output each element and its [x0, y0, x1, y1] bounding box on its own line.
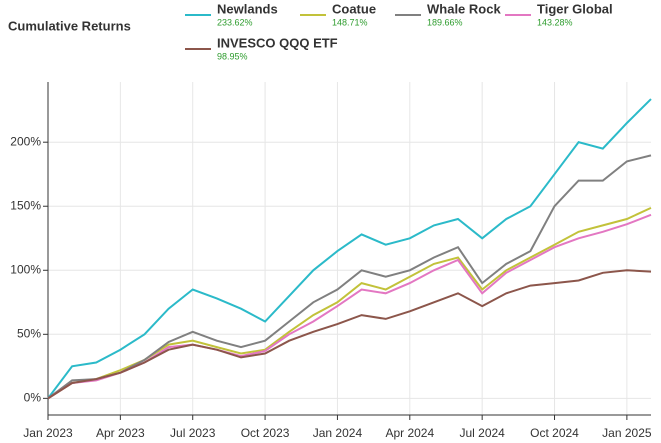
- y-tick-label: 150%: [10, 198, 41, 212]
- x-tick-label: Jan 2023: [23, 426, 73, 440]
- legend-value: 143.28%: [537, 17, 573, 27]
- legend-label: Whale Rock: [427, 1, 501, 16]
- x-tick-label: Oct 2024: [530, 426, 579, 440]
- x-tick-label: Jan 2024: [313, 426, 363, 440]
- y-tick-label: 200%: [10, 134, 41, 148]
- x-tick-label: Apr 2023: [96, 426, 145, 440]
- series-line: [47, 98, 652, 400]
- x-tick-label: Apr 2024: [385, 426, 434, 440]
- y-tick-label: 0%: [24, 391, 42, 405]
- series-line: [47, 154, 652, 400]
- legend-label: Tiger Global: [537, 1, 613, 16]
- series-line: [47, 269, 652, 400]
- legend-value: 148.71%: [332, 17, 368, 27]
- series-line: [47, 206, 652, 400]
- y-tick-label: 50%: [17, 326, 41, 340]
- legend-value: 233.62%: [217, 17, 253, 27]
- x-tick-label: Jan 2025: [602, 426, 652, 440]
- legend-label: Newlands: [217, 1, 278, 16]
- legend-value: 189.66%: [427, 17, 463, 27]
- x-tick-label: Oct 2023: [241, 426, 290, 440]
- x-tick-label: Jul 2023: [170, 426, 216, 440]
- legend-label: INVESCO QQQ ETF: [217, 35, 338, 50]
- x-tick-label: Jul 2024: [459, 426, 505, 440]
- legend-label: Coatue: [332, 1, 376, 16]
- y-tick-label: 100%: [10, 262, 41, 276]
- legend-value: 98.95%: [217, 51, 248, 61]
- chart-title: Cumulative Returns: [8, 18, 131, 33]
